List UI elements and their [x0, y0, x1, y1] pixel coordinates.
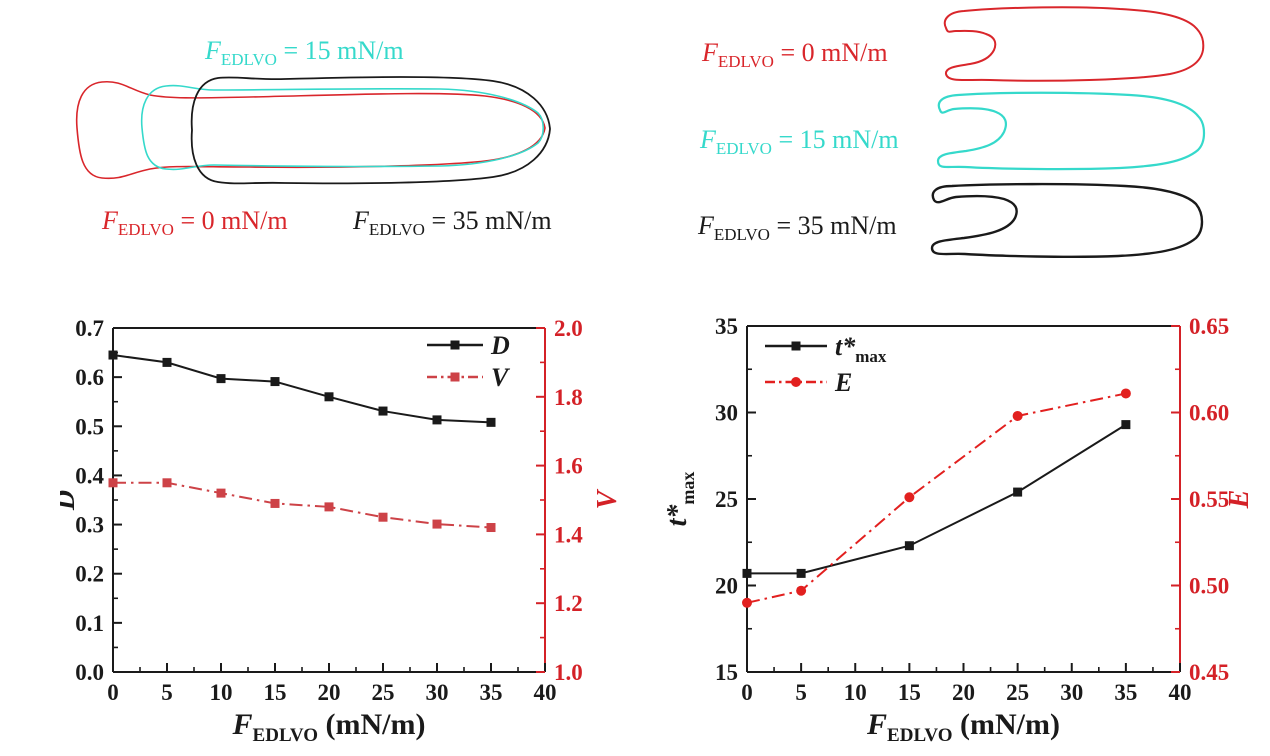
svg-text:35: 35 — [715, 314, 738, 339]
svg-text:t*max: t*max — [835, 332, 887, 366]
svg-text:1.0: 1.0 — [554, 660, 583, 685]
svg-text:0.60: 0.60 — [1189, 401, 1229, 426]
svg-text:0.1: 0.1 — [75, 611, 104, 636]
label-fedlvo-0: FEDLVO = 0 mN/m — [102, 206, 288, 240]
svg-text:15: 15 — [898, 680, 921, 705]
chart-tmax-E: 0 5 10 15 20 25 30 35 40 15 20 25 30 35 0.45 0.50 0.55 0.… — [662, 314, 1255, 746]
svg-text:1.2: 1.2 — [554, 591, 583, 616]
svg-text:35: 35 — [480, 680, 503, 705]
label-fedlvo-35: FEDLVO = 35 mN/m — [353, 206, 552, 240]
svg-text:0.45: 0.45 — [1189, 660, 1229, 685]
label-right-fedlvo-0: FEDLVO = 0 mN/m — [702, 38, 888, 72]
svg-text:0.55: 0.55 — [1189, 487, 1229, 512]
contour-15mNm — [140, 84, 545, 171]
svg-text:0.4: 0.4 — [75, 463, 104, 488]
label-right-fedlvo-35: FEDLVO = 35 mN/m — [698, 211, 897, 245]
svg-text:0.7: 0.7 — [75, 316, 104, 341]
svg-text:40: 40 — [534, 680, 557, 705]
svg-text:D: D — [490, 331, 510, 360]
svg-text:30: 30 — [715, 401, 738, 426]
svg-text:10: 10 — [844, 680, 867, 705]
svg-text:FEDLVO (mN/m): FEDLVO (mN/m) — [866, 708, 1060, 746]
svg-text:0.0: 0.0 — [75, 660, 104, 685]
svg-text:40: 40 — [1169, 680, 1192, 705]
svg-text:0.2: 0.2 — [75, 562, 104, 587]
svg-text:0.5: 0.5 — [75, 414, 104, 439]
svg-text:E: E — [834, 368, 852, 397]
svg-text:t*max: t*max — [662, 472, 698, 527]
svg-text:1.4: 1.4 — [554, 522, 583, 547]
stacked-contours-figure — [930, 6, 1206, 259]
svg-text:D: D — [60, 490, 81, 511]
svg-text:0: 0 — [741, 680, 753, 705]
svg-text:2.0: 2.0 — [554, 316, 583, 341]
fork-contour-15mNm — [936, 91, 1206, 171]
svg-text:0.3: 0.3 — [75, 513, 104, 538]
chart-D-V: 0 5 10 15 20 25 30 35 40 0.0 0.1 0.2 0.3 0.4 0.5 0.6 0.7… — [60, 316, 623, 746]
svg-text:0.65: 0.65 — [1189, 314, 1229, 339]
svg-text:5: 5 — [795, 680, 807, 705]
svg-text:0.6: 0.6 — [75, 365, 104, 390]
svg-text:25: 25 — [372, 680, 395, 705]
contour-35mNm — [190, 76, 551, 185]
fork-contour-35mNm — [930, 182, 1204, 259]
svg-text:V: V — [491, 363, 511, 392]
svg-text:1.8: 1.8 — [554, 385, 583, 410]
svg-text:20: 20 — [952, 680, 975, 705]
fork-contour-0mNm — [943, 6, 1205, 82]
svg-text:20: 20 — [318, 680, 341, 705]
svg-text:E: E — [1224, 490, 1255, 510]
svg-text:0: 0 — [107, 680, 119, 705]
svg-text:15: 15 — [264, 680, 287, 705]
svg-text:1.6: 1.6 — [554, 454, 583, 479]
svg-text:15: 15 — [715, 660, 738, 685]
svg-text:10: 10 — [210, 680, 233, 705]
svg-text:25: 25 — [715, 487, 738, 512]
svg-text:25: 25 — [1006, 680, 1029, 705]
svg-text:V: V — [592, 488, 623, 509]
svg-text:FEDLVO (mN/m): FEDLVO (mN/m) — [232, 708, 426, 746]
svg-text:5: 5 — [161, 680, 173, 705]
svg-text:30: 30 — [1060, 680, 1083, 705]
svg-text:35: 35 — [1114, 680, 1137, 705]
label-right-fedlvo-15: FEDLVO = 15 mN/m — [700, 125, 899, 159]
label-fedlvo-15: FEDLVO = 15 mN/m — [205, 36, 404, 70]
svg-text:20: 20 — [715, 574, 738, 599]
svg-text:0.50: 0.50 — [1189, 574, 1229, 599]
svg-text:30: 30 — [426, 680, 449, 705]
overlaid-contours-figure — [75, 76, 551, 185]
